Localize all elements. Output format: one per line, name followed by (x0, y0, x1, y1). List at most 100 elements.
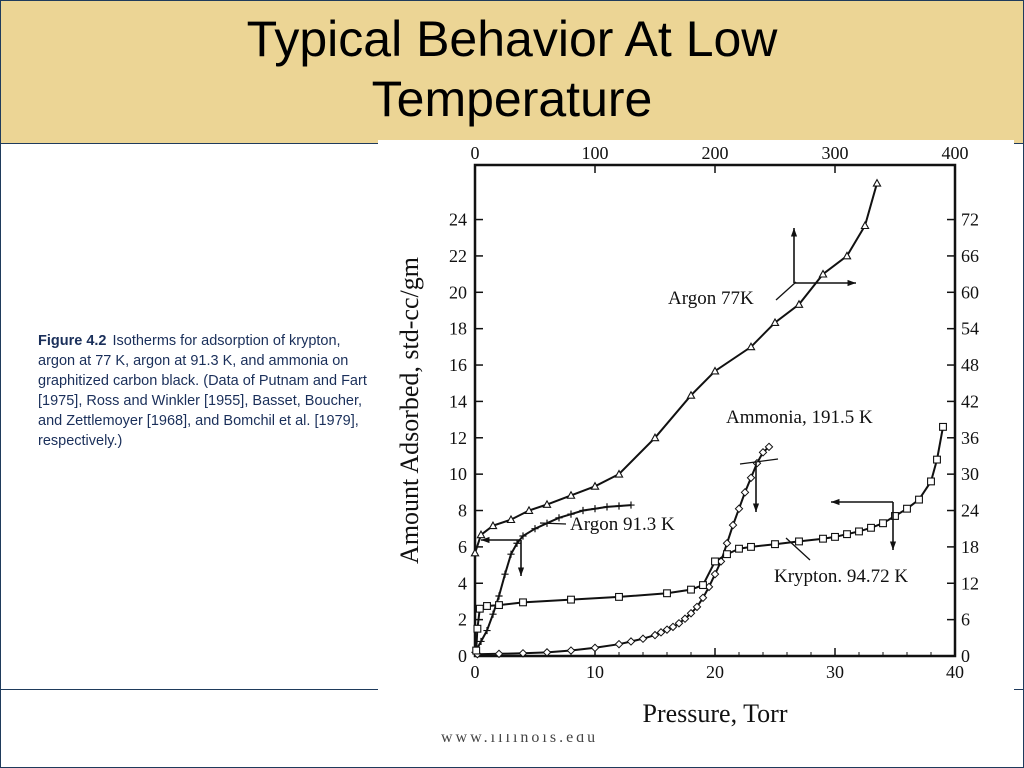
data-point (518, 648, 528, 658)
y-right-tick-label: 18 (961, 537, 979, 557)
data-point (818, 269, 828, 278)
slide-title: Typical Behavior At Low Temperature (1, 9, 1023, 129)
data-point (650, 433, 660, 442)
y-right-tick-label: 66 (961, 246, 979, 266)
data-point (489, 610, 497, 618)
krypton-down-arrow-head (889, 541, 897, 550)
data-point (722, 538, 732, 548)
data-point (638, 634, 648, 644)
data-point (686, 390, 696, 399)
data-point (470, 548, 480, 557)
ammonia-leader (739, 458, 779, 465)
argon91-left-arrow-head (481, 536, 490, 544)
series-line-1 (474, 182, 878, 554)
data-point (728, 520, 738, 530)
title-bar: Typical Behavior At Low Temperature (1, 1, 1023, 144)
data-point (566, 490, 576, 499)
data-point (555, 514, 563, 522)
data-point (590, 643, 600, 653)
data-point (663, 589, 671, 598)
data-point (915, 495, 923, 504)
data-point (662, 625, 672, 634)
argon77-up-arrow-head (790, 228, 798, 237)
y-right-tick-label: 54 (961, 319, 979, 339)
data-point (495, 592, 503, 600)
data-point (771, 540, 779, 549)
y-right-tick-label: 42 (961, 391, 979, 411)
y-left-tick-label: 16 (449, 355, 467, 375)
label-argon-91k: Argon 91.3 K (570, 514, 675, 535)
data-point (513, 539, 521, 547)
label-argon-77k: Argon 77K (668, 288, 754, 309)
data-point (699, 581, 707, 590)
data-point (747, 542, 755, 551)
data-point (746, 473, 756, 483)
y-right-tick-label: 48 (961, 355, 979, 375)
label-ammonia: Ammonia, 191.5 K (726, 407, 873, 428)
title-line-1: Typical Behavior At Low (246, 11, 778, 67)
data-point (686, 608, 696, 618)
data-point (927, 477, 935, 486)
data-point (939, 422, 947, 431)
data-point (752, 458, 762, 468)
y-right-tick-label: 0 (961, 646, 970, 666)
data-point (524, 505, 534, 514)
y-right-tick-label: 72 (961, 210, 979, 230)
data-point (519, 598, 527, 607)
y-right-tick-label: 36 (961, 428, 979, 448)
data-point (615, 502, 623, 510)
data-point (867, 523, 875, 532)
y-right-tick-label: 12 (961, 573, 979, 593)
data-point (475, 604, 484, 613)
y-left-tick-label: 2 (458, 610, 467, 630)
x-bottom-tick-label: 0 (471, 662, 480, 682)
data-point (542, 499, 552, 508)
data-point (477, 637, 485, 646)
data-point (831, 532, 839, 541)
data-point (770, 317, 780, 327)
data-point (615, 592, 623, 601)
data-point (710, 569, 720, 579)
x-axis-label: Pressure, Torr (642, 699, 787, 728)
data-point (680, 614, 690, 624)
data-point (483, 626, 491, 635)
data-point (614, 469, 624, 478)
data-point (626, 637, 636, 646)
y-left-tick-label: 10 (449, 464, 467, 484)
data-point (710, 366, 720, 375)
data-point (842, 251, 852, 260)
data-point (501, 570, 509, 578)
isotherm-chart: 0 10 20 30 400 100 200 300 400024681012141618202… (395, 143, 979, 728)
data-point (668, 622, 678, 632)
data-point (567, 510, 575, 518)
data-point (735, 544, 743, 553)
x-bottom-tick-label: 20 (706, 662, 724, 682)
data-point (872, 178, 882, 187)
title-line-2: Temperature (371, 71, 653, 127)
x-top-tick-label: 300 (822, 143, 849, 163)
data-point (795, 537, 803, 546)
series-line-4 (475, 426, 944, 651)
x-top-tick-label: 400 (942, 143, 969, 163)
data-point (566, 646, 576, 655)
data-point (472, 646, 481, 655)
data-point (542, 648, 552, 657)
y-left-tick-label: 24 (449, 210, 467, 230)
argon77-right-arrow-head (847, 279, 856, 287)
y-right-tick-label: 60 (961, 282, 979, 302)
x-bottom-tick-label: 30 (826, 662, 844, 682)
data-point (891, 512, 899, 520)
x-top-tick-label: 0 (471, 143, 480, 163)
caption-label: Figure 4.2 (38, 333, 107, 349)
y-left-tick-label: 6 (458, 537, 467, 557)
data-point (903, 504, 911, 513)
data-point (519, 532, 527, 540)
data-point (855, 527, 863, 536)
y-left-tick-label: 4 (458, 573, 467, 593)
y-left-tick-label: 22 (449, 246, 467, 266)
data-point (614, 639, 624, 649)
data-point (879, 519, 887, 528)
data-point (746, 342, 756, 351)
y-axis-label: Amount Adsorbed, std-cc/gm (395, 257, 424, 564)
data-point (603, 503, 611, 511)
